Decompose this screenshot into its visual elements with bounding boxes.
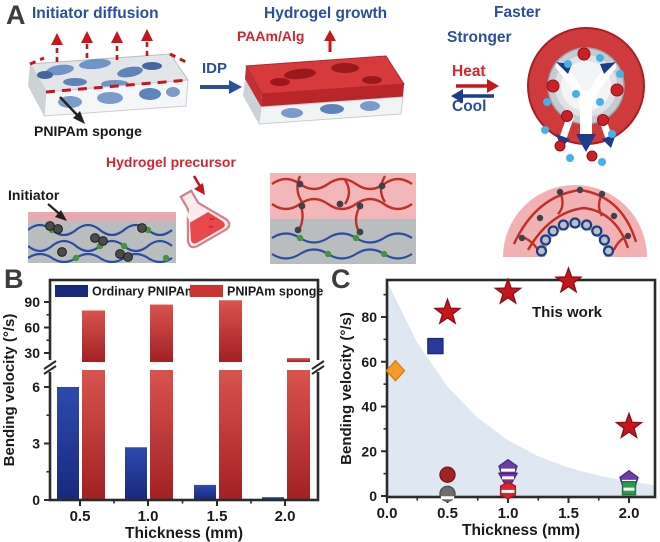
svg-text:0.0: 0.0 [377, 505, 398, 522]
crosslink-dots-dark [294, 180, 386, 236]
legend-label-ordinary-pnipam: Ordinary PNIPAm [92, 285, 196, 299]
marker-star-this-work [614, 411, 644, 439]
legend-label-pnipam-sponge: PNIPAm sponge [227, 285, 323, 299]
label-hydrogel-precursor: Hydrogel precursor [106, 154, 236, 170]
red-monomer-dots [546, 47, 624, 162]
svg-text:40: 40 [361, 399, 377, 415]
marker-square [427, 337, 444, 355]
svg-text:2.0: 2.0 [619, 505, 640, 522]
marker-star-this-work [554, 266, 583, 294]
legend-swatch-pnipam-sponge [190, 285, 223, 297]
label-paam-alg: PAAm/Alg [237, 28, 305, 44]
rolled-tube-illustration [527, 27, 645, 166]
label-initiator: Initiator [8, 187, 60, 203]
bar-ordinary-pnipam [125, 447, 147, 500]
pnipam-sponge-pointer-arrow [59, 96, 85, 124]
scatter-chart-comparison: 0 20 40 60 80 0.0 0.5 1.0 1.5 2.0 Thickness (mm) Be… [338, 266, 657, 539]
marker-star-this-work [493, 277, 523, 305]
b-y-axis-label: Bending velocity (°/s) [1, 314, 18, 467]
panel-a-letter: A [6, 0, 26, 30]
svg-text:3: 3 [32, 436, 40, 452]
svg-text:2.0: 2.0 [275, 508, 296, 525]
bar-pnipam-sponge-upper [287, 358, 310, 362]
bar-ordinary-pnipam [262, 497, 284, 500]
svg-text:30: 30 [24, 345, 40, 361]
panel-c-letter: C [331, 264, 351, 294]
bar-ordinary-pnipam [194, 484, 216, 500]
shaded-envelope-region [387, 281, 655, 497]
heat-arrow [456, 79, 499, 93]
svg-text:60: 60 [361, 354, 377, 370]
label-stronger: Stronger [447, 29, 512, 46]
marker-circle [439, 485, 456, 502]
bar-pnipam-sponge-upper [219, 300, 242, 362]
initiator-spheres [45, 221, 147, 262]
b-x-axis-label: Thickness (mm) [125, 525, 243, 542]
label-hydrogel-growth: Hydrogel growth [264, 5, 388, 22]
svg-text:60: 60 [24, 320, 40, 336]
svg-text:90: 90 [24, 294, 40, 310]
bar-pnipam-sponge-lower [287, 370, 310, 500]
cyan-dots [541, 54, 624, 166]
bar-ordinary-pnipam [57, 387, 79, 500]
label-initiator-diffusion: Initiator diffusion [32, 5, 159, 22]
bar-chart-bending-velocity: 0 3 6 30 60 90 0.5 1.0 1.5 2.0 Thickness (mm) Bendi… [1, 278, 325, 542]
label-cool: Cool [452, 98, 487, 115]
marker-circle [439, 466, 456, 483]
c-x-axis-label: Thickness (mm) [462, 522, 580, 539]
panel-a-illustration [28, 27, 647, 264]
label-pnipam-sponge: PNIPAm sponge [34, 123, 142, 139]
idp-arrow [200, 80, 242, 94]
collapsed-pnipam-coil [535, 217, 615, 257]
bar-pnipam-sponge-lower [82, 370, 105, 500]
pnipam-sponge-slab-illustration [28, 52, 189, 117]
label-heat: Heat [452, 63, 486, 80]
cool-arrow [451, 89, 494, 103]
svg-text:0.5: 0.5 [70, 508, 91, 525]
svg-text:1.5: 1.5 [207, 508, 228, 525]
precursor-pointer-arrow [192, 175, 205, 195]
marker-square [621, 480, 637, 496]
flask-icon [179, 189, 231, 249]
svg-text:6: 6 [32, 379, 40, 395]
svg-text:20: 20 [361, 443, 377, 459]
svg-text:80: 80 [361, 309, 377, 325]
svg-text:1.0: 1.0 [138, 508, 159, 525]
svg-text:0: 0 [32, 492, 40, 508]
bar-pnipam-sponge-upper [82, 310, 105, 362]
svg-text:1.5: 1.5 [558, 505, 579, 522]
marker-star-this-work [433, 297, 462, 325]
svg-text:0.5: 0.5 [437, 505, 458, 522]
panel-b-letter: B [4, 264, 24, 294]
initiator-dashes [45, 78, 189, 94]
this-work-annotation: This work [532, 304, 603, 321]
marker-hexagon [499, 481, 517, 500]
bent-bilayer-illustration [503, 185, 647, 257]
initiator-network-illustration [28, 203, 176, 263]
legend-swatch-ordinary-pnipam [55, 285, 88, 297]
bar-pnipam-sponge-lower [219, 370, 242, 500]
c-y-axis-label: Bending velocity (°/s) [338, 312, 355, 465]
diffusion-arrows [51, 29, 153, 62]
label-idp: IDP [202, 60, 228, 77]
bar-pnipam-sponge-lower [150, 370, 173, 500]
bar-pnipam-sponge-upper [150, 304, 173, 362]
svg-text:1.0: 1.0 [498, 505, 519, 522]
label-faster: Faster [494, 4, 541, 21]
bilayer-network-illustration [270, 173, 416, 264]
marker-diamond [385, 359, 406, 382]
hydrogel-grown-slab-illustration [243, 30, 405, 125]
svg-text:0: 0 [369, 488, 377, 504]
